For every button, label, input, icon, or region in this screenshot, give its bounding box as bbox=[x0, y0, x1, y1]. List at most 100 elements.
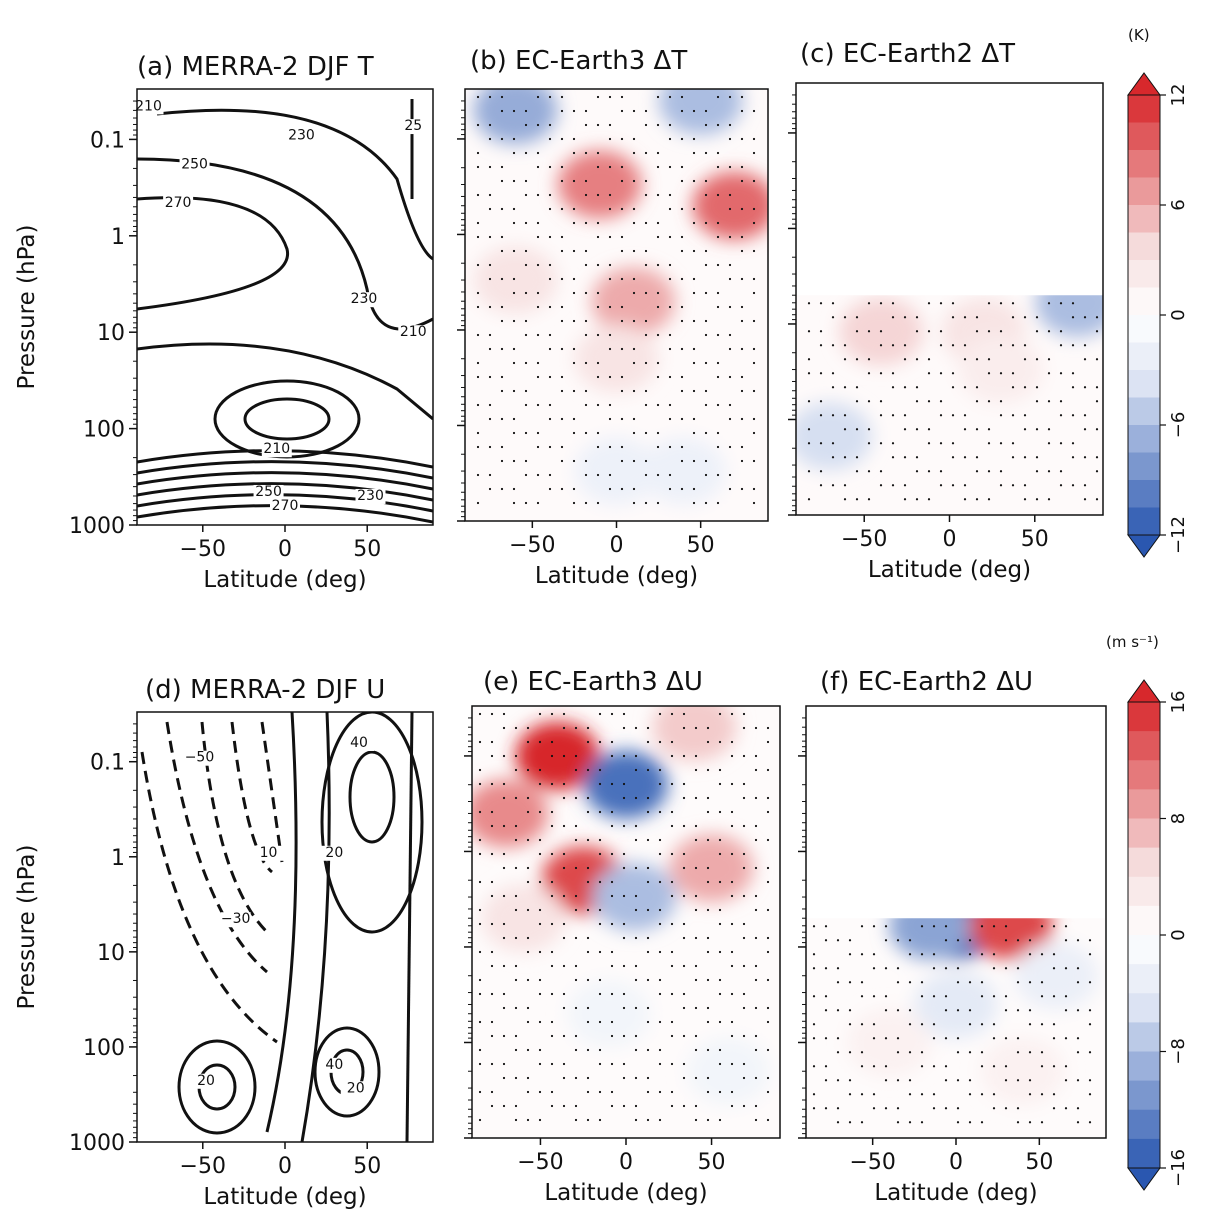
anomaly-blob bbox=[481, 884, 566, 953]
y-tick-label: 10 bbox=[97, 941, 125, 966]
contour-line bbox=[137, 157, 433, 331]
y-tick-label: 1000 bbox=[69, 514, 125, 539]
colorbar-segment bbox=[1128, 1051, 1160, 1082]
contour-line bbox=[137, 482, 433, 502]
contour-label-bg bbox=[184, 750, 215, 766]
colorbar-segment bbox=[1128, 789, 1160, 819]
x-tick-label: 50 bbox=[353, 537, 381, 562]
colorbar-segment bbox=[1128, 480, 1160, 508]
contour-label: 20 bbox=[347, 1080, 365, 1096]
contour-line bbox=[137, 342, 433, 421]
contour-label: −50 bbox=[185, 750, 215, 766]
contour-label-bg bbox=[340, 1081, 371, 1097]
anomaly-blob bbox=[889, 918, 973, 960]
contour-label: 270 bbox=[165, 195, 192, 211]
colorbar-0: (K) 12 6 0 −6 −12 bbox=[1127, 26, 1189, 558]
contour-line bbox=[165, 721, 268, 974]
y-tick-label: 100 bbox=[83, 418, 125, 443]
y-axis-label: Pressure (hPa) bbox=[14, 225, 40, 390]
anomaly-blob bbox=[592, 863, 677, 932]
colorbar-segment bbox=[1128, 315, 1160, 343]
colorbar-segment bbox=[1128, 1138, 1160, 1169]
contour-line bbox=[260, 721, 284, 863]
contour-label-bg bbox=[261, 442, 292, 458]
contour-label-bg bbox=[319, 845, 350, 861]
colorbar-segment bbox=[1128, 122, 1160, 151]
colorbar-segment bbox=[1128, 1080, 1160, 1111]
y-tick-label: 1000 bbox=[69, 1131, 125, 1156]
colorbar-segment bbox=[1128, 452, 1160, 481]
colorbar-1: (m s⁻¹) 16 8 0 −8 −16 bbox=[1106, 633, 1189, 1191]
contour-label-bg bbox=[355, 488, 386, 504]
contour-label: 210 bbox=[400, 324, 427, 340]
y-tick-label: 0.1 bbox=[90, 128, 125, 153]
x-tick-label: 50 bbox=[353, 1154, 381, 1179]
panel-e: (e) EC-Earth3 ΔU −50 0 50 Latitude (deg) bbox=[464, 667, 781, 1206]
x-axis-label: Latitude (deg) bbox=[203, 1184, 366, 1210]
contour-line bbox=[300, 712, 331, 1142]
x-tick-label: 0 bbox=[619, 1150, 633, 1175]
colorbar-tick-label: −16 bbox=[1168, 1149, 1189, 1187]
contour-line bbox=[348, 750, 396, 844]
x-tick-label: 50 bbox=[1021, 527, 1049, 552]
colorbar-segment bbox=[1128, 287, 1160, 316]
contour-label-bg bbox=[348, 292, 379, 308]
anomaly-blob bbox=[658, 89, 743, 135]
contour-label-bg bbox=[286, 128, 317, 144]
anomaly-blob bbox=[591, 267, 676, 336]
x-tick-label: 0 bbox=[278, 537, 292, 562]
colorbar-segment bbox=[1128, 95, 1160, 123]
contour-label: 40 bbox=[350, 735, 368, 751]
contour-label: 40 bbox=[325, 1057, 343, 1073]
panel-title: (e) EC-Earth3 ΔU bbox=[483, 667, 703, 697]
colorbar-segment bbox=[1128, 342, 1160, 371]
anomaly-blob bbox=[652, 706, 737, 762]
anomaly-blob bbox=[557, 150, 642, 219]
contour-label-bg bbox=[191, 1073, 222, 1089]
colorbar-extend-top bbox=[1127, 679, 1161, 703]
contour-label-bg bbox=[163, 195, 194, 211]
colorbar-segment bbox=[1128, 177, 1160, 206]
contour-line bbox=[137, 196, 290, 311]
x-tick-label: 50 bbox=[687, 533, 715, 558]
panel-title: (f) EC-Earth2 ΔU bbox=[820, 667, 1033, 697]
anomaly-blob bbox=[796, 402, 873, 471]
contour-label: 20 bbox=[197, 1073, 215, 1089]
x-tick-label: −50 bbox=[841, 527, 887, 552]
anomaly-blob bbox=[847, 1008, 932, 1077]
panel-title: (d) MERRA-2 DJF U bbox=[145, 675, 385, 705]
contour-label-bg bbox=[133, 99, 164, 115]
colorbar-extend-bottom bbox=[1127, 1167, 1161, 1191]
x-tick-label: −50 bbox=[509, 533, 555, 558]
x-axis-label: Latitude (deg) bbox=[868, 557, 1031, 583]
colorbar-segment bbox=[1128, 425, 1160, 453]
contour-line bbox=[320, 712, 424, 934]
x-axis-label: Latitude (deg) bbox=[535, 563, 698, 589]
anomaly-blob bbox=[566, 979, 651, 1048]
panel-c: (c) EC-Earth2 ΔT −50 0 50 Latitude (deg) bbox=[788, 39, 1104, 583]
colorbar-segment bbox=[1128, 232, 1160, 261]
contour-label-bg bbox=[253, 484, 284, 500]
panel-b: (b) EC-Earth3 ΔT −50 0 50 Latitude (deg) bbox=[457, 46, 769, 589]
colorbar-segment bbox=[1128, 818, 1160, 849]
contour-line bbox=[137, 471, 433, 491]
anomaly-blob bbox=[958, 335, 1043, 404]
anomaly-blob bbox=[473, 89, 558, 145]
colorbar-tick-label: 12 bbox=[1168, 84, 1189, 107]
contour-lines bbox=[140, 712, 424, 1142]
contour-line bbox=[313, 1026, 381, 1118]
contour-label: 270 bbox=[272, 498, 299, 514]
x-tick-label: 0 bbox=[278, 1154, 292, 1179]
colorbar-segment bbox=[1128, 731, 1160, 761]
contour-label: 230 bbox=[288, 127, 315, 143]
contour-label: 20 bbox=[325, 845, 343, 861]
colorbar-tick-label: −6 bbox=[1168, 412, 1189, 439]
contour-line bbox=[137, 460, 433, 480]
x-tick-label: −50 bbox=[849, 1150, 895, 1175]
colorbar-segment bbox=[1128, 1109, 1160, 1140]
anomaly-blob bbox=[641, 437, 726, 506]
contour-line bbox=[156, 108, 433, 261]
anomaly-blob bbox=[914, 970, 998, 1039]
